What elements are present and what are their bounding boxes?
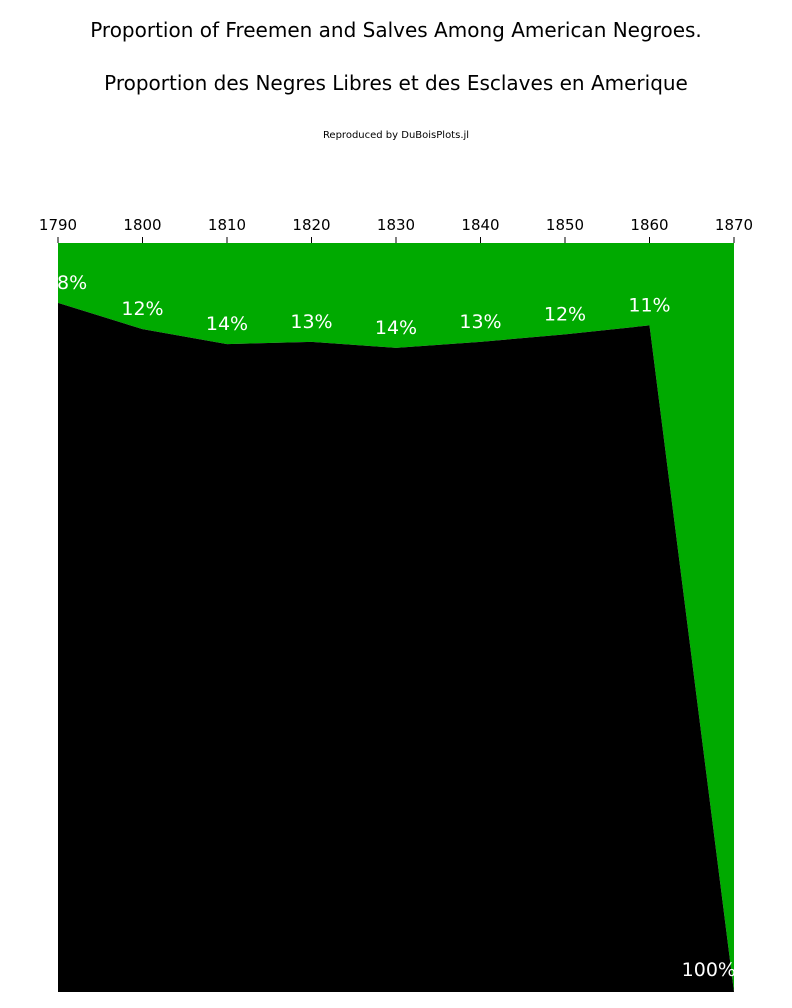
chart-areas — [58, 243, 734, 992]
x-tick-label: 1830 — [377, 216, 415, 234]
data-label: 13% — [459, 311, 501, 333]
data-label: 12% — [544, 303, 586, 325]
data-label: 14% — [206, 313, 248, 335]
data-label: 11% — [628, 294, 670, 316]
data-label: 12% — [121, 298, 163, 320]
x-tick-label: 1850 — [546, 216, 584, 234]
chart-title: Proportion of Freemen and Salves Among A… — [90, 18, 702, 42]
x-tick-label: 1860 — [630, 216, 668, 234]
x-tick-label: 1840 — [461, 216, 499, 234]
chart-subtitle: Proportion des Negres Libres et des Escl… — [104, 71, 688, 95]
data-label: 100% — [682, 959, 736, 981]
x-tick-label: 1870 — [715, 216, 753, 234]
data-label: 8% — [57, 272, 87, 294]
data-label: 13% — [290, 311, 332, 333]
slave-area — [58, 302, 734, 992]
x-tick-label: 1790 — [39, 216, 77, 234]
free-area — [58, 243, 734, 992]
x-tick-label: 1820 — [292, 216, 330, 234]
x-tick-label: 1810 — [208, 216, 246, 234]
data-labels: 8% 12% 14% 13% 14% 13% 12% 11% 100% — [57, 272, 736, 981]
credit-text: Reproduced by DuBoisPlots.jl — [322, 130, 470, 141]
x-tick-label: 1800 — [123, 216, 161, 234]
data-label: 14% — [375, 317, 417, 339]
x-axis: 1790 1800 1810 1820 1830 1840 1850 1860 1870 — [39, 216, 753, 243]
